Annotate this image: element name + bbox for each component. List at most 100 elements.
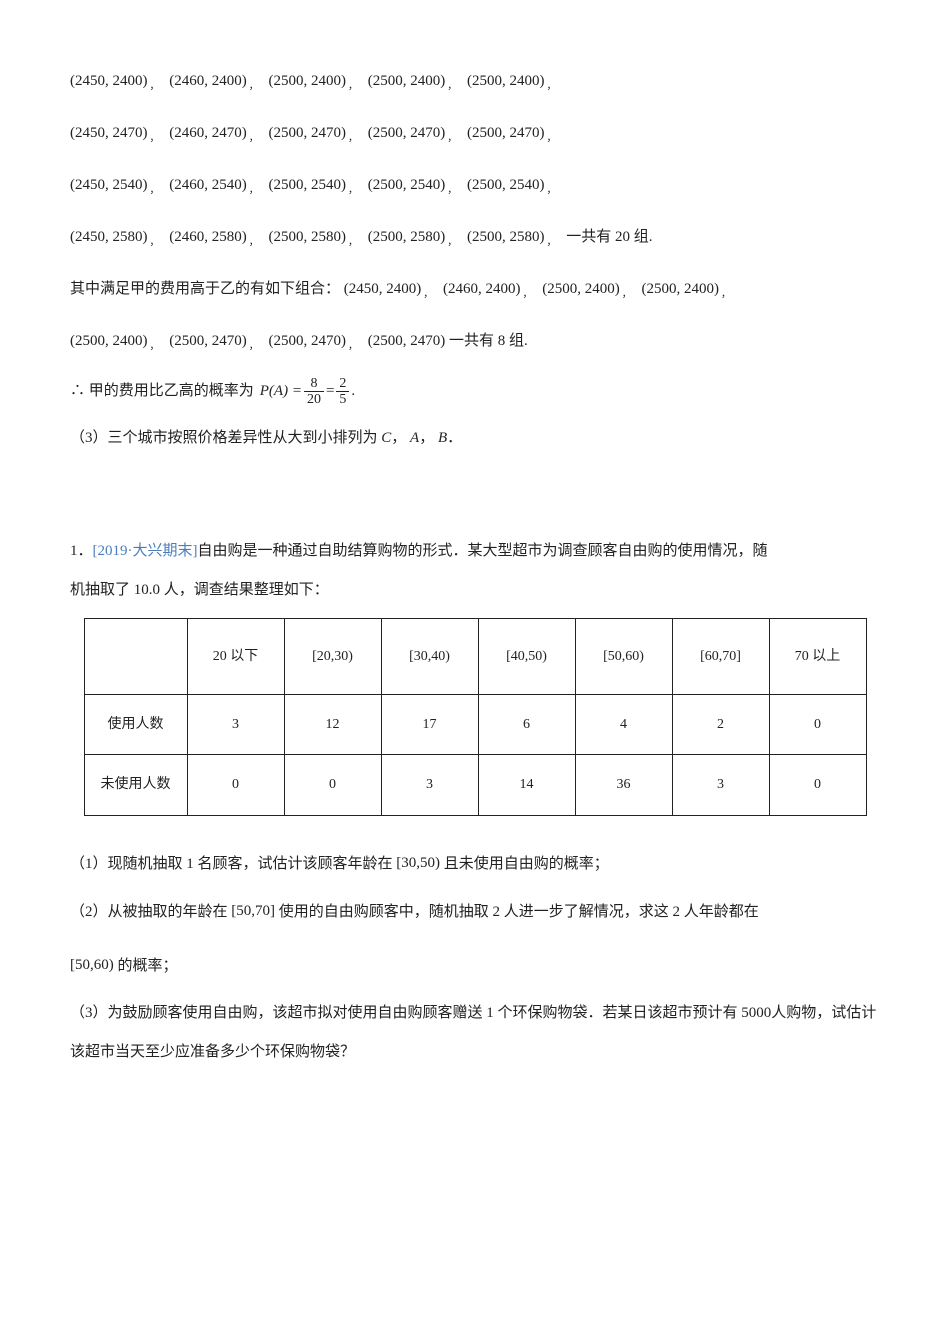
tuple: (2500, 2540) — [269, 177, 347, 193]
frac-den: 20 — [304, 392, 324, 407]
problem-stem: 1．[2019·大兴期末]自由购是一种通过自助结算购物的形式．某大型超市为调查顾… — [70, 532, 880, 610]
cell: 6 — [478, 695, 575, 755]
sep: ， — [447, 177, 457, 205]
tuple-row-1: (2450, 2400)， (2460, 2400)， (2500, 2400)… — [70, 60, 880, 102]
sep: ， — [447, 125, 457, 153]
q2-interval-2: [50,60) — [70, 957, 114, 973]
period: . — [351, 372, 355, 411]
cell: 3 — [381, 755, 478, 815]
satisfy-row2: (2500, 2400)， (2500, 2470)， (2500, 2470)… — [70, 320, 880, 362]
th: [20,30) — [284, 619, 381, 695]
cell: 12 — [284, 695, 381, 755]
sep: ， — [150, 125, 160, 153]
cell: 3 — [672, 755, 769, 815]
sep: ， — [249, 333, 259, 361]
cell: 0 — [187, 755, 284, 815]
tuple: (2500, 2400) — [542, 281, 620, 297]
city-b: B — [438, 430, 447, 446]
sep: ， — [249, 73, 259, 101]
tuple: (2500, 2470) — [467, 125, 545, 141]
sep: ， — [249, 177, 259, 205]
part3-text: （3）三个城市按照价格差异性从大到小排列为 — [70, 430, 381, 446]
sep: ， — [547, 125, 557, 153]
th: 20 以下 — [187, 619, 284, 695]
tuple: (2500, 2540) — [368, 177, 446, 193]
tuple: (2500, 2470) — [269, 333, 347, 349]
table-row: 未使用人数 0 0 3 14 36 3 0 — [84, 755, 866, 815]
q2-text-c: 的概率； — [114, 958, 178, 974]
th: [40,50) — [478, 619, 575, 695]
question-2: （2）从被抽取的年龄在 [50,70] 使用的自由购顾客中，随机抽取 2 人进一… — [70, 892, 880, 932]
sep: ， — [348, 177, 358, 205]
sep: ， — [249, 125, 259, 153]
question-1: （1）现随机抽取 1 名顾客，试估计该顾客年龄在 [30,50) 且未使用自由购… — [70, 844, 880, 884]
cell: 4 — [575, 695, 672, 755]
tuple: (2500, 2470) — [368, 333, 446, 349]
tuple: (2450, 2470) — [70, 125, 148, 141]
th: [60,70] — [672, 619, 769, 695]
table-header-row: 20 以下 [20,30) [30,40) [40,50) [50,60) [6… — [84, 619, 866, 695]
question-3: （3）为鼓励顾客使用自由购，该超市拟对使用自由购顾客赠送 1 个环保购物袋．若某… — [70, 994, 880, 1072]
tuple: (2500, 2400) — [642, 281, 720, 297]
tuple: (2450, 2400) — [344, 281, 422, 297]
sep: ， — [721, 281, 731, 309]
comma: ， — [419, 430, 434, 446]
sep: ， — [348, 73, 358, 101]
q1-interval: [30,50) — [396, 855, 440, 871]
cell: 3 — [187, 695, 284, 755]
tuple: (2500, 2580) — [368, 229, 446, 245]
problem-number: 1． — [70, 543, 93, 559]
cell: 0 — [769, 695, 866, 755]
frac-den: 5 — [336, 392, 349, 407]
sep: ， — [150, 177, 160, 205]
survey-table: 20 以下 [20,30) [30,40) [40,50) [50,60) [6… — [84, 618, 867, 816]
q1-text-a: （1）现随机抽取 1 名顾客，试估计该顾客年龄在 — [70, 856, 396, 872]
city-a: A — [410, 430, 419, 446]
sep: ， — [348, 125, 358, 153]
tuple: (2500, 2470) — [269, 125, 347, 141]
tuple: (2500, 2470) — [169, 333, 247, 349]
equals: = — [326, 372, 334, 411]
q3-text: （3）为鼓励顾客使用自由购，该超市拟对使用自由购顾客赠送 1 个环保购物袋．若某… — [70, 1005, 876, 1060]
sep: ， — [447, 229, 457, 257]
tail-period: ． — [447, 430, 462, 446]
tuple: (2500, 2400) — [269, 73, 347, 89]
row-tail: 一共有 20 组. — [566, 229, 652, 245]
tuple: (2450, 2400) — [70, 73, 148, 89]
q1-text-b: 且未使用自由购的概率； — [440, 856, 609, 872]
sep: ， — [249, 229, 259, 257]
problem-text-1: 自由购是一种通过自助结算购物的形式．某大型超市为调查顾客自由购的使用情况，随 — [198, 543, 768, 559]
q2-interval-1: [50,70] — [231, 903, 275, 919]
cell: 2 — [672, 695, 769, 755]
q2-text-b: 使用的自由购顾客中，随机抽取 2 人进一步了解情况，求这 2 人年龄都在 — [275, 904, 759, 920]
tuple: (2500, 2400) — [368, 73, 446, 89]
part3-line: （3）三个城市按照价格差异性从大到小排列为 C， A， B． — [70, 425, 880, 452]
sep: ， — [547, 229, 557, 257]
satisfy-tail: 一共有 8 组. — [449, 333, 528, 349]
th: [30,40) — [381, 619, 478, 695]
cell: 14 — [478, 755, 575, 815]
sep: ， — [348, 333, 358, 361]
cell: 36 — [575, 755, 672, 815]
city-c: C — [381, 430, 391, 446]
sep: ， — [423, 281, 433, 309]
fraction-1: 8 20 — [304, 376, 324, 408]
frac-num: 8 — [304, 376, 324, 392]
sep: ， — [348, 229, 358, 257]
fraction-2: 2 5 — [336, 376, 349, 408]
sep: ， — [447, 73, 457, 101]
pa-label: P(A) = — [260, 372, 302, 411]
th: 70 以上 — [769, 619, 866, 695]
tuple-row-3: (2450, 2540)， (2460, 2540)， (2500, 2540)… — [70, 164, 880, 206]
sep: ， — [547, 177, 557, 205]
tuple: (2460, 2580) — [169, 229, 247, 245]
tuple: (2500, 2400) — [467, 73, 545, 89]
problem-1: 1．[2019·大兴期末]自由购是一种通过自助结算购物的形式．某大型超市为调查顾… — [70, 532, 880, 1072]
tuple: (2500, 2470) — [368, 125, 446, 141]
tuple: (2500, 2580) — [269, 229, 347, 245]
sep: ， — [523, 281, 533, 309]
therefore-text: ∴ 甲的费用比乙高的概率为 — [70, 372, 254, 411]
tuple: (2450, 2540) — [70, 177, 148, 193]
comma: ， — [391, 430, 406, 446]
tuple: (2500, 2400) — [70, 333, 148, 349]
